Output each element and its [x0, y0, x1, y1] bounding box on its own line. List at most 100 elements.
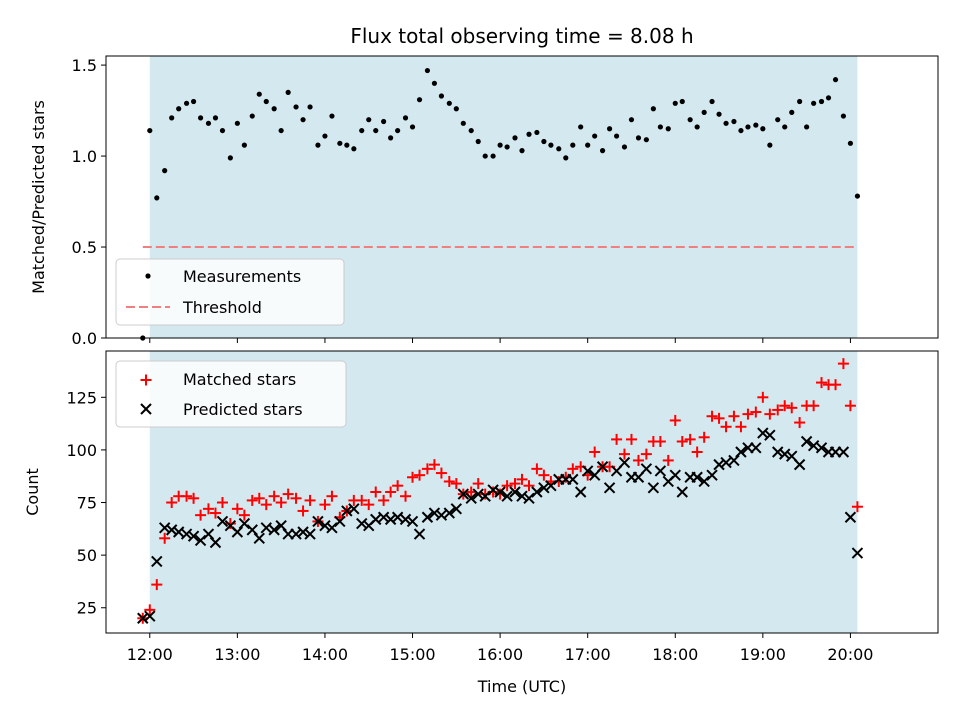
predicted-star-point: [545, 479, 557, 492]
matched-star-point: [290, 492, 302, 504]
measurement-point: [285, 89, 291, 95]
predicted-star-point: [479, 490, 491, 502]
legend-label-measurements: Measurements: [183, 267, 301, 286]
matched-star-point: [728, 410, 740, 422]
matched-star-point: [166, 497, 178, 509]
matched-star-point: [392, 480, 404, 492]
measurement-point: [628, 117, 635, 123]
measurement-point: [351, 146, 357, 152]
matched-star-point: [501, 480, 513, 492]
predicted-star-point: [516, 490, 528, 502]
matched-star-point: [385, 486, 397, 498]
measurement-point: [767, 142, 773, 148]
measurement-point: [322, 133, 328, 139]
count-panel: 25 50 75 100 125 12:00 13:00 14:00 15:00 16:00 17…: [23, 350, 939, 696]
matched-star-point: [414, 469, 426, 481]
matched-star-point: [238, 509, 250, 521]
measurement-point: [840, 113, 847, 119]
measurement-point: [563, 155, 569, 161]
matched-star-point: [713, 412, 725, 424]
measurement-point: [672, 100, 678, 106]
measurement-point: [431, 80, 438, 86]
matched-star-point: [851, 501, 863, 513]
predicted-star-point: [574, 486, 587, 498]
x-tick-label: 20:00: [827, 645, 873, 664]
predicted-star-point: [297, 526, 309, 538]
matched-star-point: [282, 488, 294, 500]
predicted-star-point: [676, 486, 688, 498]
predicted-star-point: [312, 515, 324, 528]
predicted-star-point: [413, 528, 426, 540]
measurement-point: [147, 127, 153, 134]
predicted-star-point: [538, 482, 550, 494]
matched-star-point: [750, 406, 762, 418]
predicted-star-point: [793, 458, 806, 471]
predicted-star-point: [800, 435, 813, 448]
matched-star-point: [428, 459, 440, 471]
y-tick-label: 1.0: [72, 147, 97, 166]
predicted-star-point: [406, 515, 419, 528]
x-tick-label: 12:00: [127, 645, 173, 664]
measurement-point: [475, 138, 481, 145]
y-tick-label: 1.5: [72, 56, 97, 75]
matched-star-point: [764, 408, 776, 420]
matched-star-point: [538, 469, 550, 481]
ratio-panel-frame: [105, 55, 939, 339]
ratio-y-axis-label: Matched/Predicted stars: [29, 100, 48, 294]
measurement-point: [263, 98, 269, 105]
predicted-star-point: [377, 511, 390, 523]
matched-star-point: [144, 604, 156, 616]
measurement-point: [657, 124, 663, 130]
measurement-point: [176, 106, 182, 112]
matched-star-point: [268, 490, 280, 502]
matched-star-point: [669, 414, 681, 426]
measurement-point: [716, 111, 722, 117]
matched-star-point: [378, 494, 390, 506]
measurement-point: [797, 98, 803, 105]
predicted-star-point: [815, 442, 828, 454]
x-tick-label: 14:00: [302, 645, 348, 664]
measurement-point: [847, 140, 854, 146]
measurement-point: [468, 127, 474, 134]
measurement-point: [497, 142, 503, 148]
measurement-point: [585, 142, 591, 148]
measurement-point: [541, 138, 547, 145]
measurement-point: [679, 98, 685, 105]
matched-star-point: [400, 490, 412, 502]
measurement-point: [731, 118, 737, 125]
measurement-point: [183, 100, 190, 106]
predicted-star-point: [180, 528, 193, 540]
measurement-point: [804, 124, 810, 130]
legend-label-threshold: Threshold: [182, 298, 262, 317]
matched-star-point: [159, 532, 171, 544]
measurement-point: [723, 120, 729, 126]
matched-star-point: [443, 475, 455, 487]
predicted-star-point: [465, 492, 477, 505]
matched-star-point: [195, 509, 207, 521]
legend-marker-matched: [140, 374, 152, 386]
measurement-point: [504, 144, 510, 150]
predicted-star-point: [654, 465, 667, 477]
matched-star-point: [370, 486, 382, 498]
predicted-star-point: [706, 469, 718, 481]
measurement-point: [271, 106, 277, 112]
predicted-star-point: [187, 530, 200, 542]
predicted-star-point: [764, 429, 776, 441]
measurement-point: [219, 127, 226, 134]
predicted-star-point: [698, 475, 710, 488]
count-legend: Matched stars Predicted stars: [115, 360, 347, 428]
x-tick-label: 13:00: [214, 645, 260, 664]
measurement-point: [278, 127, 284, 134]
measurement-point: [519, 148, 525, 154]
measurement-point: [190, 98, 197, 105]
matched-star-point: [319, 499, 331, 511]
measurement-point: [556, 146, 562, 152]
y-tick-label: 75: [77, 494, 97, 513]
chart-title: Flux total observing time = 8.08 h: [350, 24, 693, 48]
predicted-star-point: [567, 473, 579, 486]
measurement-point: [329, 113, 335, 119]
measurement-point: [315, 142, 321, 148]
predicted-star-point: [158, 522, 171, 534]
measurement-point: [381, 118, 387, 125]
matched-star-point: [304, 494, 316, 506]
